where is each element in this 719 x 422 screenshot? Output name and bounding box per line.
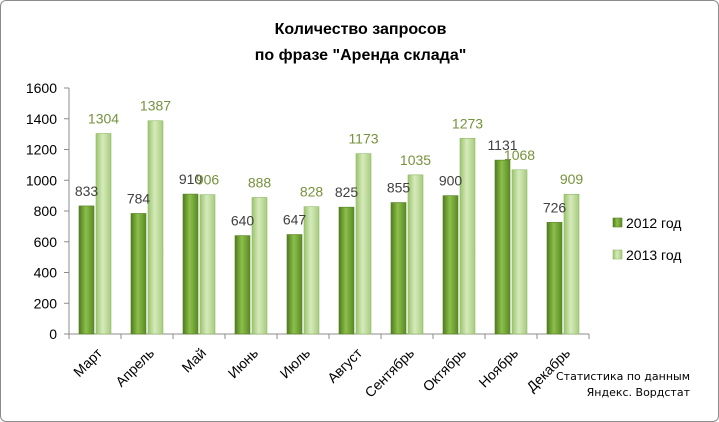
y-tick-label: 800 (34, 203, 58, 219)
bar-2013 (251, 197, 268, 335)
data-label: 909 (560, 171, 584, 187)
data-label: 1035 (400, 152, 431, 168)
bar-2012 (286, 234, 303, 335)
x-tick-label: Март (70, 344, 105, 379)
bar-2013 (199, 194, 216, 335)
data-label: 647 (283, 212, 307, 228)
y-tick-label: 0 (49, 326, 57, 342)
bar-2013 (459, 137, 476, 335)
bar-2012 (390, 202, 407, 335)
data-label: 1387 (140, 98, 171, 114)
data-label: 900 (439, 173, 463, 189)
bar-2013 (95, 133, 112, 335)
data-label: 726 (543, 199, 567, 215)
data-label: 1273 (452, 115, 483, 131)
y-tick-label: 200 (34, 295, 58, 311)
data-label: 1068 (504, 147, 535, 163)
data-label: 1131 (487, 137, 517, 153)
bar-2012 (494, 159, 511, 335)
bar-2013 (303, 206, 320, 335)
x-tick-label: Июль (277, 345, 314, 382)
y-tick-label: 1400 (26, 111, 57, 127)
legend-swatch (612, 249, 623, 260)
data-label: 825 (335, 184, 359, 200)
bar-2013 (563, 193, 580, 335)
data-label: 855 (387, 180, 411, 196)
x-tick-label: Сентябрь (361, 345, 417, 401)
bar-2013 (407, 174, 424, 335)
x-tick-label: Май (178, 345, 209, 376)
source-note-line2: Яндекс. Вордстат (586, 386, 690, 399)
bar-2012 (130, 213, 147, 335)
x-tick-label: Ноябрь (475, 345, 521, 391)
y-tick-label: 600 (34, 234, 58, 250)
legend: 2012 год 2013 год (612, 215, 681, 263)
bar-2012 (182, 193, 199, 335)
bar-2012 (234, 235, 251, 335)
legend-label: 2013 год (626, 247, 681, 263)
bar-2012 (546, 222, 563, 335)
bar-2012 (442, 195, 459, 335)
chart-title-line1: Количество запросов (274, 21, 447, 38)
data-label: 828 (300, 184, 324, 200)
bar-2013 (355, 153, 372, 335)
y-tick-label: 1200 (26, 142, 57, 158)
y-tick-label: 1600 (26, 80, 57, 96)
y-tick-label: 1000 (26, 172, 57, 188)
bar-2012 (338, 206, 355, 335)
legend-label: 2012 год (626, 215, 681, 231)
data-label: 784 (127, 190, 151, 206)
data-label: 910 (179, 171, 203, 187)
x-tick-label: Июнь (225, 345, 261, 381)
x-tick-label: Октябрь (419, 345, 469, 395)
bar-2013 (147, 120, 164, 335)
chart-title-line2: по фразе "Аренда склада" (254, 47, 467, 64)
data-label: 1304 (88, 111, 119, 127)
bar-2012 (78, 205, 95, 335)
legend-swatch (612, 217, 623, 228)
data-label: 640 (231, 213, 255, 229)
data-label: 833 (75, 183, 99, 199)
x-tick-label: Апрель (112, 345, 157, 390)
source-note-line1: Статистика по данным (555, 370, 690, 383)
data-label: 888 (248, 174, 272, 190)
bar-2013 (511, 169, 528, 335)
y-tick-label: 400 (34, 265, 58, 281)
source-note: Статистика по данным Яндекс. Вордстат (556, 369, 690, 401)
x-tick-label: Август (324, 344, 366, 386)
data-label: 1173 (348, 131, 378, 147)
data-label: 906 (196, 172, 220, 188)
